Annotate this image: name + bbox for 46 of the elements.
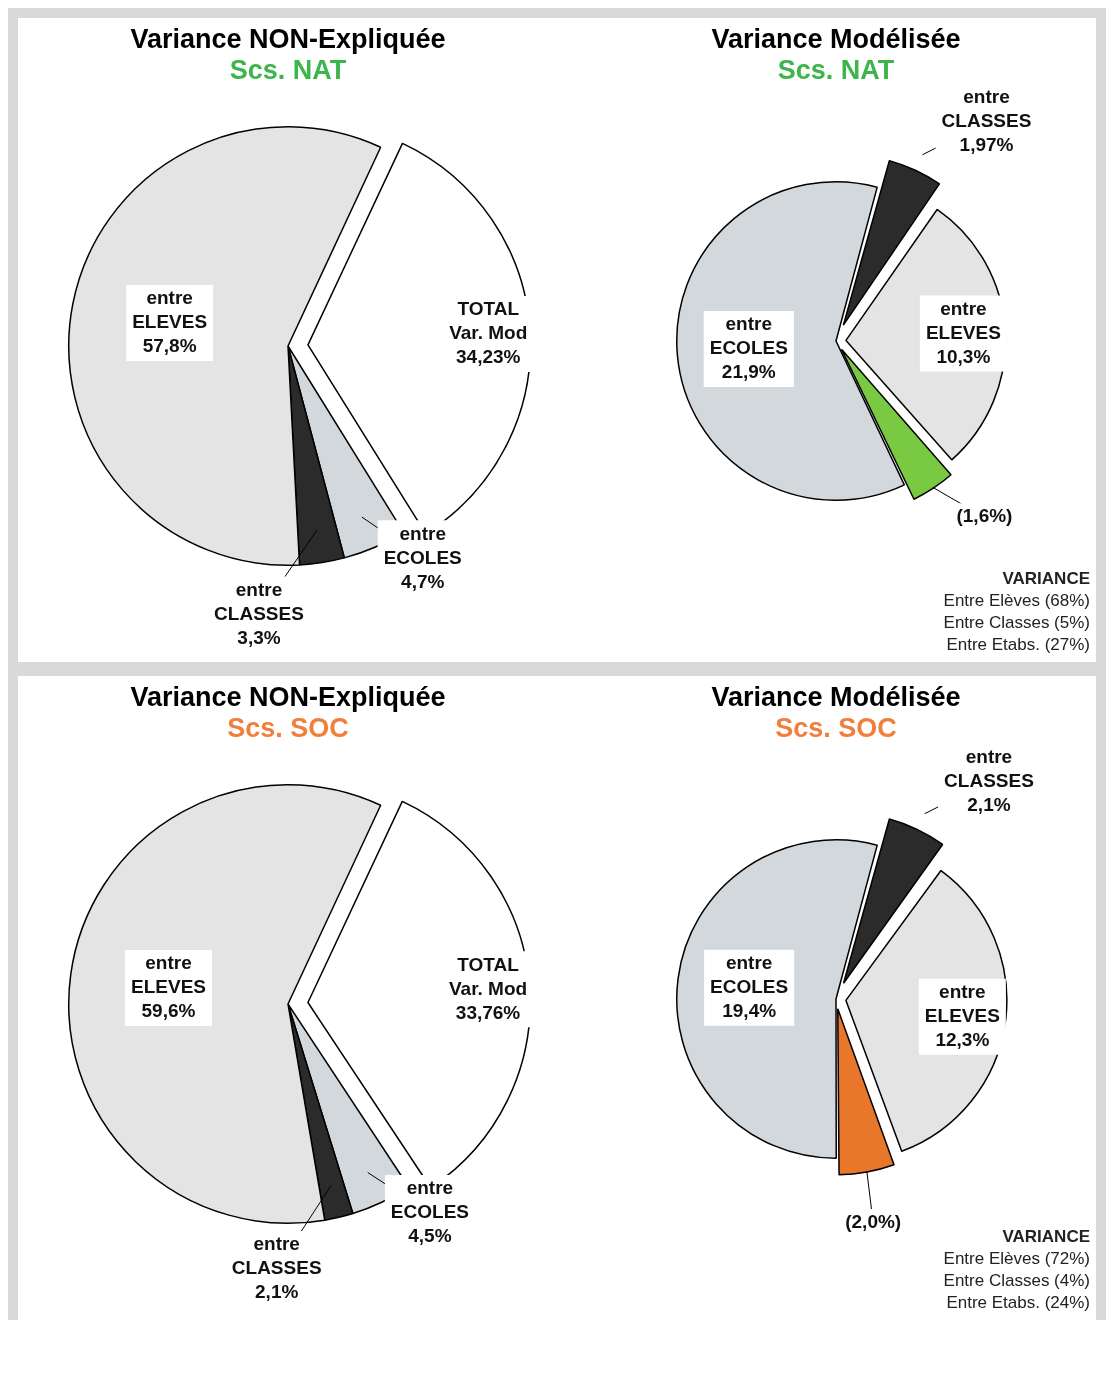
data-label: 21,9% <box>721 361 776 383</box>
text: Entre Etabs. (27%) <box>945 634 1090 656</box>
slice-label: entre ELEVES <box>131 952 206 998</box>
text: Entre Classes (4%) <box>943 1270 1090 1292</box>
chart-subtitle: Scs. SOC <box>774 713 898 744</box>
text: VARIANCE <box>1001 1226 1090 1248</box>
slice-label: entre CLASSES <box>214 578 304 624</box>
text: Entre Etabs. (24%) <box>945 1292 1090 1314</box>
chart-subtitle: Scs. NAT <box>228 55 348 86</box>
text: Entre Elèves (72%) <box>943 1248 1090 1270</box>
data-label: 4,5% <box>408 1225 452 1247</box>
data-label: 33,76% <box>455 1001 521 1023</box>
data-label: 1,97% <box>959 134 1014 156</box>
slice-label: entre ECOLES <box>390 1177 469 1223</box>
data-label: 10,3% <box>936 345 991 367</box>
chart-subtitle: Scs. NAT <box>776 55 896 86</box>
chart-title: Variance NON-Expliquée <box>129 682 447 713</box>
text: Entre Classes (5%) <box>943 612 1090 634</box>
data-label: 34,23% <box>456 346 521 368</box>
slice-label: TOTAL Var. Mod <box>448 953 528 999</box>
slice-label: entre ELEVES <box>925 297 1001 343</box>
slice-label: TOTAL Var. Mod <box>449 298 528 344</box>
slice-label: entre ECOLES <box>709 313 788 359</box>
slice-label: entre ELEVES <box>924 980 1000 1026</box>
chart-subtitle: Scs. SOC <box>226 713 350 744</box>
slice-label: entre CLASSES <box>231 1233 322 1279</box>
chart-title: Variance Modélisée <box>710 24 962 55</box>
data-label: (1,6%) <box>956 505 1013 527</box>
slice-label: entre ECOLES <box>710 951 789 997</box>
data-label: 57,8% <box>142 335 197 357</box>
data-label: 59,6% <box>141 1000 196 1022</box>
slice-label: entre CLASSES <box>941 86 1032 132</box>
text: Entre Elèves (68%) <box>943 590 1090 612</box>
data-label: 2,1% <box>967 793 1011 815</box>
slice-label: entre ECOLES <box>383 522 462 568</box>
slice-label: entre CLASSES <box>944 745 1034 791</box>
data-label: (2,0%) <box>845 1211 902 1233</box>
slice-label: entre ELEVES <box>132 287 208 333</box>
data-label: 12,3% <box>935 1028 990 1050</box>
chart-title: Variance NON-Expliquée <box>129 24 447 55</box>
data-label: 19,4% <box>722 999 777 1021</box>
data-label: 4,7% <box>401 570 445 592</box>
text: VARIANCE <box>1001 568 1090 590</box>
chart-title: Variance Modélisée <box>710 682 962 713</box>
data-label: 2,1% <box>255 1281 299 1303</box>
data-label: 3,3% <box>237 626 281 648</box>
